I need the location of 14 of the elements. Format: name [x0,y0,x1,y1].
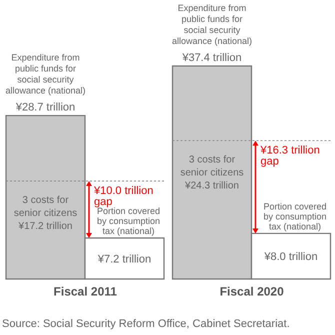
source-note: Source: Social Security Reform Office, Cabinet Secretariat. [2,318,290,330]
data-label: ¥28.7 trillion [14,102,76,114]
annotation: ¥10.0 trillion gap [93,185,154,208]
text: Expenditure from public funds for social security allowance (national) [172,3,252,46]
data-label: ¥8.0 trillion [263,251,318,264]
annotation: ¥16.3 trillion gap [260,144,320,168]
x-tick-label: Fiscal 2011 [54,284,118,299]
x-tick-label: Fiscal 2020 [220,284,284,299]
data-label: ¥37.4 trillion [181,52,242,64]
data-label: ¥7.2 trillion [96,253,152,266]
annotation: 3 costs for senior citizens ¥17.2 trillion [14,195,78,232]
text: Portion covered by consumption tax (national) [263,201,327,232]
text: Expenditure from public funds for social security allowance (national) [5,52,86,96]
annotation: 3 costs for senior citizens ¥24.3 trillion [180,154,244,192]
